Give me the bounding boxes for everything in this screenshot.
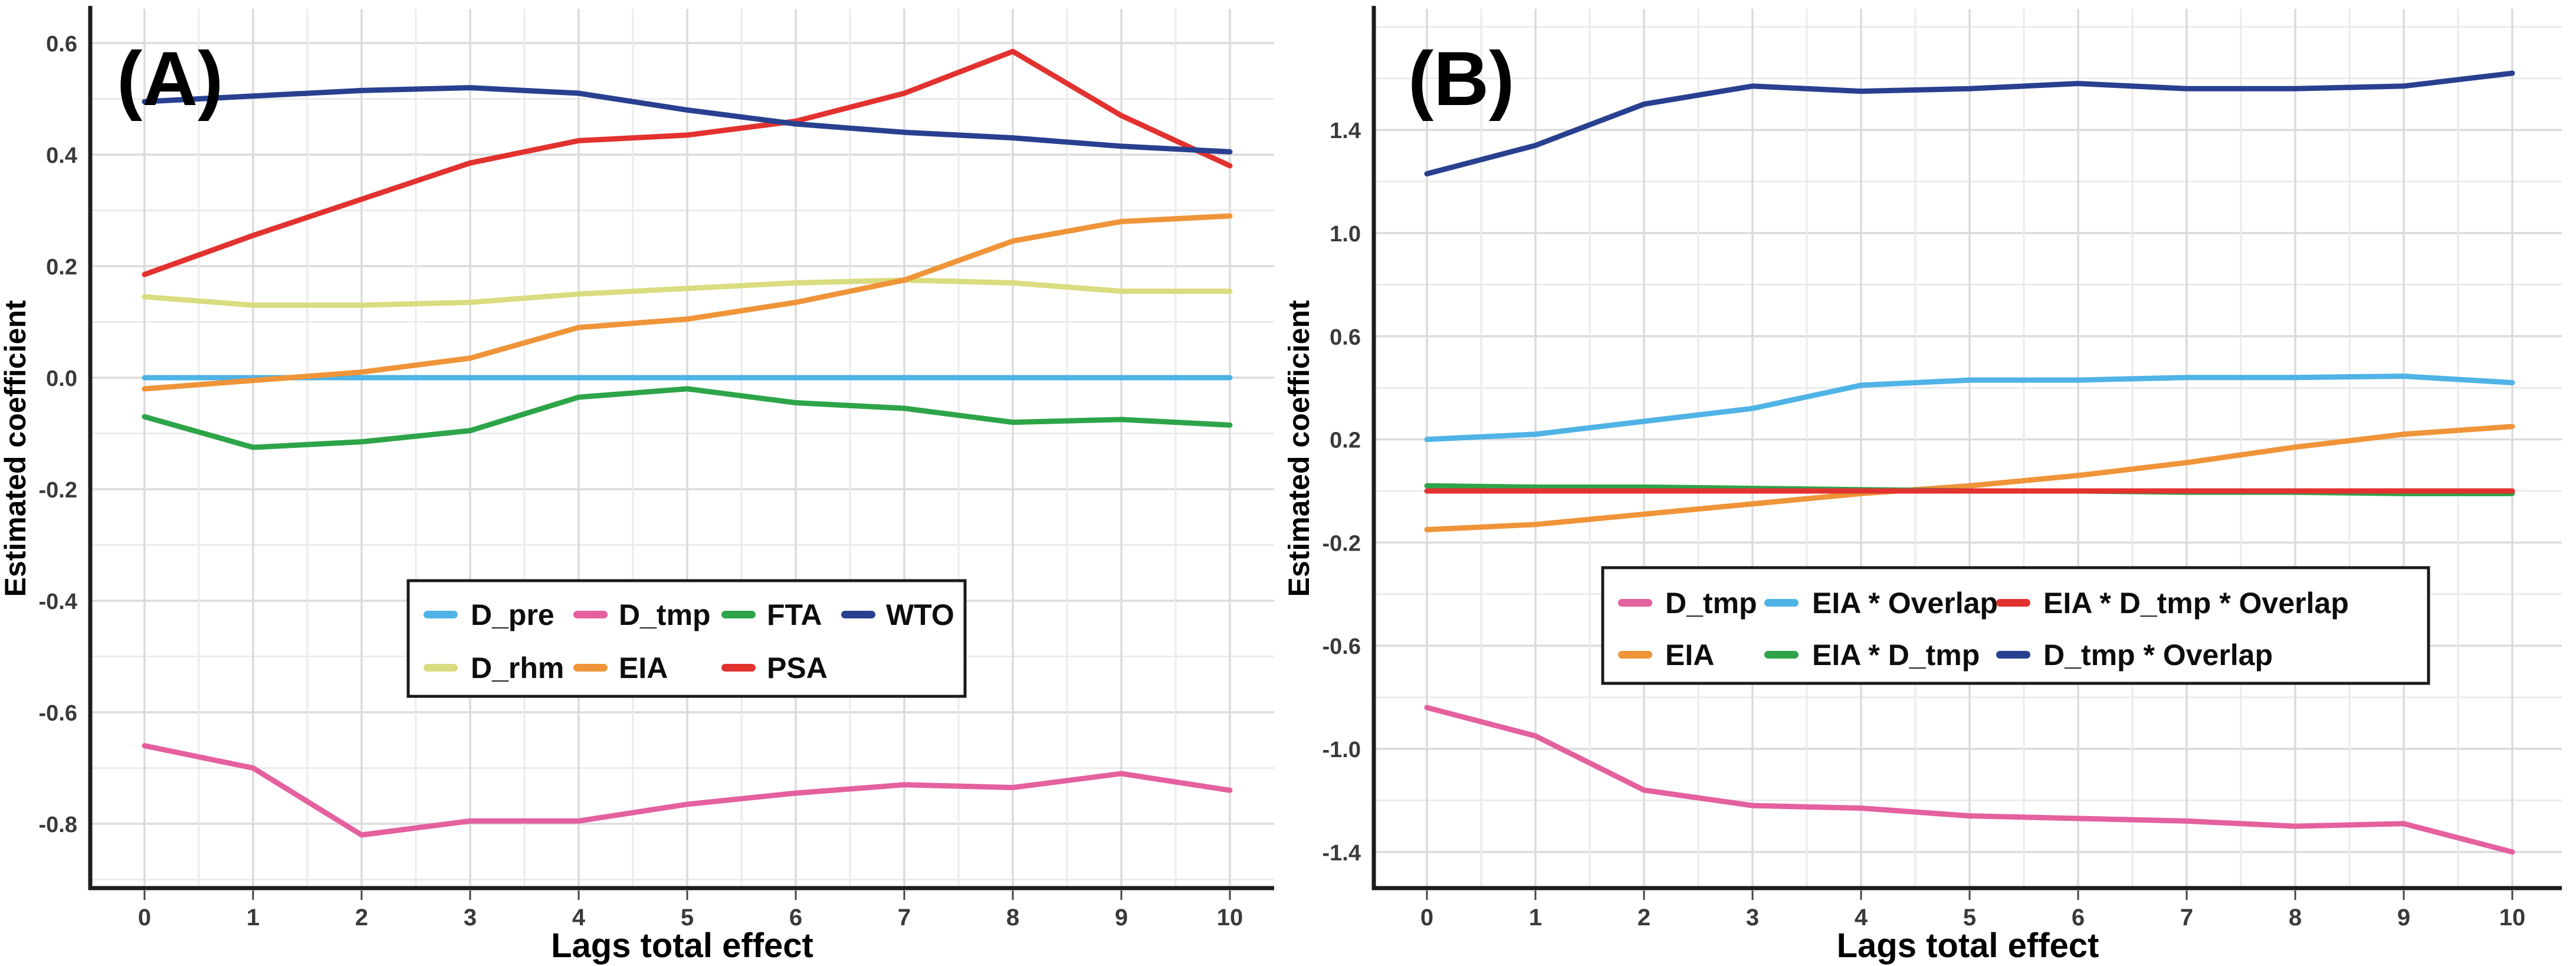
x-tick-label: 0	[1420, 905, 1433, 931]
series-lines	[1424, 70, 2515, 855]
x-tick-label: 9	[2397, 905, 2410, 931]
legend-swatch-eia-overlap	[1764, 599, 1799, 607]
x-tick-label: 10	[2499, 905, 2526, 931]
plot-background	[1288, 0, 2576, 966]
x-tick-label: 7	[2180, 905, 2193, 931]
chart-panel-b: 1.4 1.0 0.6 0.2 -0.2 -0.6 -1.0 -1.4 0 1 2 3 4 5 6 7 8 9 10…	[1288, 0, 2576, 966]
series-line-eia	[1424, 424, 2515, 533]
x-tick-label: 3	[1746, 905, 1759, 931]
x-tick-label: 8	[2289, 905, 2302, 931]
x-tick-label: 2	[1638, 905, 1650, 931]
y-tick-label: 0.2	[1330, 428, 1361, 453]
legend-swatch-eia	[1618, 651, 1652, 659]
y-tick-label: 0.6	[1330, 325, 1361, 350]
legend-label: D_pre	[471, 598, 554, 631]
legend-label: D_rhm	[471, 651, 564, 685]
legend-label: PSA	[767, 651, 828, 685]
series-line-d-tmp	[142, 743, 1233, 838]
legend-swatch-fta	[721, 611, 756, 618]
y-tick-label: 1.4	[1330, 119, 1361, 143]
legend-label: EIA	[1665, 638, 1714, 672]
x-axis-title: Lags total effect	[1837, 926, 2099, 965]
y-tick-label: 0.0	[46, 366, 77, 391]
y-tick-label: -0.2	[39, 478, 77, 503]
x-axis-title: Lags total effect	[551, 926, 813, 965]
y-axis-title: Estimated coefficient	[0, 300, 32, 597]
y-tick-label: -0.6	[1323, 634, 1361, 659]
y-tick-label: 1.0	[1330, 222, 1361, 247]
y-tick-label: 0.4	[46, 143, 77, 168]
legend-label: FTA	[767, 598, 822, 631]
y-axis-ticks: 1.4 1.0 0.6 0.2 -0.2 -0.6 -1.0 -1.4	[1323, 119, 1361, 866]
legend-box	[1601, 566, 2430, 685]
series-line-fta	[142, 386, 1233, 450]
y-tick-label: -1.4	[1323, 841, 1361, 866]
legend-swatch-wto	[841, 611, 875, 618]
legend-swatch-psa	[721, 664, 756, 672]
legend-swatch-d-pre	[424, 611, 458, 618]
panel-a: 0.6 0.4 0.2 0.0 -0.2 -0.4 -0.6 -0.8 0 1 2 3 4 5 6 7 8 9 10…	[0, 0, 1288, 966]
legend-swatch-d-rhm	[424, 664, 458, 672]
y-tick-label: -0.8	[39, 813, 77, 837]
x-tick-label: 1	[1529, 905, 1542, 931]
y-tick-label: -0.4	[39, 590, 77, 614]
plot-background	[0, 0, 1288, 966]
y-axis-title: Estimated coefficient	[1288, 300, 1315, 597]
legend-swatch-eia	[573, 664, 608, 672]
legend-label: D_tmp	[1665, 587, 1757, 620]
x-tick-label: 5	[1963, 905, 1976, 931]
x-tick-label: 3	[464, 905, 477, 931]
series-lines	[142, 48, 1233, 838]
panel-b: 1.4 1.0 0.6 0.2 -0.2 -0.6 -1.0 -1.4 0 1 2 3 4 5 6 7 8 9 10…	[1288, 0, 2576, 966]
legend-label: EIA * D_tmp	[1812, 638, 1980, 672]
legend-label: EIA * Overlap	[1812, 587, 1998, 620]
y-tick-label: -1.0	[1323, 738, 1361, 762]
x-tick-label: 9	[1115, 905, 1128, 931]
panel-label: (A)	[117, 35, 223, 122]
series-line-eia-overlap	[1424, 374, 2515, 443]
legend: D_pre D_tmp FTA WTO D_rhm EIA PSA	[406, 579, 967, 698]
legend-swatch-eia-d-tmp-overlap	[1996, 599, 2030, 607]
legend-box	[406, 579, 967, 698]
x-axis-ticks: 0 1 2 3 4 5 6 7 8 9 10	[1420, 890, 2525, 931]
x-tick-label: 7	[898, 905, 911, 931]
x-tick-label: 2	[355, 905, 368, 931]
x-tick-label: 10	[1217, 905, 1243, 931]
x-tick-label: 0	[138, 905, 151, 931]
x-tick-label: 4	[572, 905, 586, 931]
legend-label: D_tmp	[619, 598, 711, 631]
legend-label: D_tmp * Overlap	[2043, 638, 2273, 672]
panel-label: (B)	[1408, 35, 1514, 122]
legend-swatch-d-tmp	[573, 611, 608, 618]
legend-swatch-d-tmp	[1618, 599, 1652, 607]
x-tick-label: 1	[247, 905, 260, 931]
x-tick-label: 4	[1855, 905, 1868, 931]
series-line-wto	[142, 85, 1233, 155]
series-line-psa	[142, 48, 1233, 277]
legend: D_tmp EIA * Overlap EIA * D_tmp * Overlap E…	[1601, 566, 2430, 685]
x-tick-label: 8	[1006, 905, 1019, 931]
x-tick-label: 6	[2072, 905, 2085, 931]
y-tick-label: -0.6	[39, 701, 77, 726]
series-line-d-tmp-overlap	[1424, 70, 2515, 176]
legend-label: WTO	[886, 598, 954, 631]
gridlines	[1374, 9, 2562, 888]
x-axis-ticks: 0 1 2 3 4 5 6 7 8 9 10	[138, 890, 1243, 931]
legend-swatch-d-tmp-overlap	[1996, 651, 2030, 659]
y-tick-label: 0.2	[46, 255, 77, 280]
y-axis-ticks: 0.6 0.4 0.2 0.0 -0.2 -0.4 -0.6 -0.8	[39, 32, 77, 837]
y-tick-label: 0.6	[46, 32, 77, 57]
chart-panel-a: 0.6 0.4 0.2 0.0 -0.2 -0.4 -0.6 -0.8 0 1 2 3 4 5 6 7 8 9 10…	[0, 0, 1288, 966]
x-tick-label: 6	[789, 905, 802, 931]
y-tick-label: -0.2	[1323, 531, 1361, 556]
x-tick-label: 5	[681, 905, 694, 931]
legend-label: EIA * D_tmp * Overlap	[2043, 587, 2349, 620]
legend-swatch-eia-d-tmp	[1764, 651, 1799, 659]
series-line-eia	[142, 213, 1233, 392]
legend-label: EIA	[619, 651, 668, 685]
series-line-d-rhm	[142, 277, 1233, 308]
series-line-d-tmp	[1424, 705, 2515, 855]
